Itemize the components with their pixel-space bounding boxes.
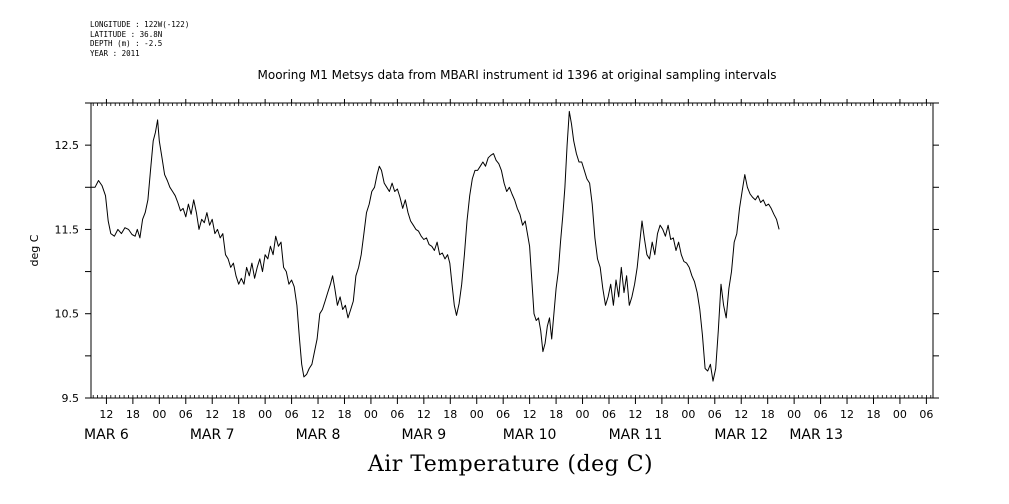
x-tick-label: 00 — [576, 408, 590, 421]
y-tick-label: 12.5 — [55, 139, 80, 152]
x-tick-label: 00 — [470, 408, 484, 421]
x-tick-label: 06 — [179, 408, 193, 421]
x-tick-label: 00 — [258, 408, 272, 421]
metadata-block: LONGITUDE : 122W(-122) LATITUDE : 36.8N … — [90, 20, 189, 58]
x-tick-label: 06 — [496, 408, 510, 421]
x-day-label: MAR 6 — [84, 427, 129, 443]
x-tick-label: 18 — [761, 408, 775, 421]
x-tick-label: 12 — [205, 408, 219, 421]
x-day-label: MAR 8 — [296, 427, 341, 443]
depth-label: DEPTH (m) : -2.5 — [90, 39, 163, 48]
x-tick-label: 12 — [628, 408, 642, 421]
x-tick-label: 06 — [814, 408, 828, 421]
x-tick-label: 12 — [840, 408, 854, 421]
x-tick-label: 06 — [390, 408, 404, 421]
x-tick-label: 06 — [602, 408, 616, 421]
x-tick-label: 12 — [417, 408, 431, 421]
x-tick-label: 18 — [655, 408, 669, 421]
x-tick-label: 12 — [99, 408, 113, 421]
longitude-label: LONGITUDE : 122W(-122) — [90, 20, 190, 29]
x-tick-label: 18 — [232, 408, 246, 421]
x-day-label: MAR 9 — [401, 427, 446, 443]
minor-tick-marks — [92, 103, 932, 398]
plot-frame — [90, 102, 934, 399]
y-tick-label: 10.5 — [55, 308, 80, 321]
x-day-label: MAR 7 — [190, 427, 235, 443]
latitude-label: LATITUDE : 36.8N — [90, 29, 163, 39]
x-tick-label: 18 — [126, 408, 140, 421]
x-tick-label: 12 — [311, 408, 325, 421]
x-tick-label: 18 — [549, 408, 563, 421]
x-tick-label: 00 — [893, 408, 907, 421]
x-tick-label: 18 — [866, 408, 880, 421]
variable-title: Air Temperature (deg C) — [367, 452, 654, 477]
series-line — [91, 110, 780, 382]
x-tick-label: 06 — [285, 408, 299, 421]
x-tick-label: 00 — [152, 408, 166, 421]
y-tick-label: 9.5 — [62, 392, 80, 405]
chart-title: Mooring M1 Metsys data from MBARI instru… — [257, 68, 777, 82]
x-tick-label: 18 — [337, 408, 351, 421]
x-day-label: MAR 10 — [503, 427, 557, 443]
year-label: YEAR : 2011 — [90, 48, 140, 58]
y-tick-label: 11.5 — [55, 223, 80, 236]
x-tick-label: 18 — [443, 408, 457, 421]
x-day-label: MAR 12 — [714, 427, 768, 443]
x-tick-label: 00 — [787, 408, 801, 421]
x-day-label: MAR 11 — [609, 427, 663, 443]
y-axis-label: deg C — [28, 234, 41, 266]
x-tick-label: 00 — [364, 408, 378, 421]
x-tick-label: 06 — [919, 408, 933, 421]
x-tick-label: 12 — [734, 408, 748, 421]
x-tick-label: 06 — [708, 408, 722, 421]
x-tick-label: 00 — [681, 408, 695, 421]
x-day-label: MAR 13 — [789, 427, 843, 443]
x-tick-label: 12 — [523, 408, 537, 421]
